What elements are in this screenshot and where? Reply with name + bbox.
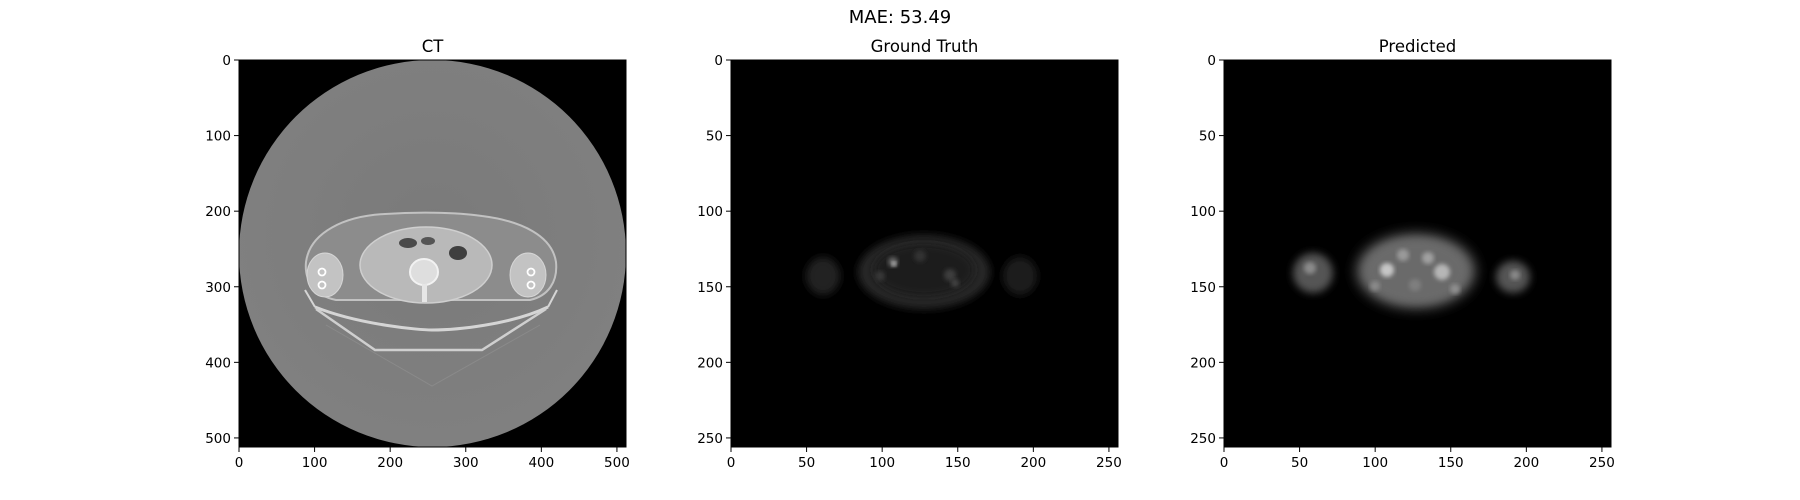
ground-truth-axes-frame: [730, 59, 1119, 448]
ground-truth-x-tick-label: 100: [869, 455, 895, 471]
ct-y-tick-label: 300: [205, 280, 231, 296]
predicted-y-tick-label: 50: [1199, 129, 1216, 145]
ground-truth-x-tick-label: 0: [727, 455, 736, 471]
ground-truth-y-tick-label: 100: [697, 204, 723, 220]
ground-truth-x-tick-label: 250: [1096, 455, 1122, 471]
ground-truth-y-tick-label: 50: [706, 129, 723, 145]
ct-y-tick-label: 0: [222, 53, 231, 69]
predicted-x-tick-label: 50: [1291, 455, 1308, 471]
ct-panel: CT: [205, 37, 630, 471]
ground-truth-x-tick-label: 150: [945, 455, 971, 471]
predicted-x-tick-label: 250: [1589, 455, 1615, 471]
ct-x-tick-label: 400: [528, 455, 554, 471]
ct-axes-frame: [238, 59, 627, 448]
predicted-y-tick-label: 150: [1190, 280, 1216, 296]
ground-truth-y-tick-label: 200: [697, 355, 723, 371]
predicted-x-tick-label: 0: [1220, 455, 1229, 471]
predicted-title: Predicted: [1379, 37, 1456, 56]
ct-gas-pocket: [399, 238, 417, 248]
ct-x-tick-label: 100: [302, 455, 328, 471]
ground-truth-y-tick-label: 0: [714, 53, 723, 69]
predicted-y-tick-label: 0: [1207, 53, 1216, 69]
ground-truth-x-tick-label: 200: [1020, 455, 1046, 471]
ct-vertebra: [409, 258, 439, 286]
ct-x-tick-label: 0: [235, 455, 244, 471]
predicted-x-tick-label: 100: [1362, 455, 1388, 471]
ct-title: CT: [422, 37, 445, 56]
predicted-x-tick-label: 150: [1438, 455, 1464, 471]
ct-image: [239, 60, 626, 447]
ct-table-frame: [315, 307, 547, 352]
predicted-image: [1224, 60, 1611, 447]
ground-truth-title: Ground Truth: [871, 37, 979, 56]
ct-y-tick-label: 400: [205, 355, 231, 371]
ground-truth-image: [731, 60, 1118, 447]
predicted-y-tick-label: 200: [1190, 355, 1216, 371]
ct-y-tick-label: 500: [205, 431, 231, 447]
ground-truth-y-tick-label: 250: [697, 431, 723, 447]
ct-x-tick-label: 200: [377, 455, 403, 471]
figure-suptitle: MAE: 53.49: [848, 7, 952, 28]
predicted-y-tick-label: 100: [1190, 204, 1216, 220]
ct-y-tick-label: 200: [205, 204, 231, 220]
ct-y-tick-label: 100: [205, 129, 231, 145]
ct-x-tick-label: 500: [604, 455, 630, 471]
ct-x-tick-label: 300: [453, 455, 479, 471]
predicted-axes-frame: [1223, 59, 1612, 448]
ground-truth-panel: Ground Truth 0 50 100 150 200 250050100150200…: [697, 37, 1122, 471]
ct-gas-pocket: [449, 246, 467, 260]
ground-truth-x-tick-label: 50: [798, 455, 815, 471]
ct-table: [314, 305, 549, 332]
predicted-y-tick-label: 250: [1190, 431, 1216, 447]
ct-gas-pocket: [421, 237, 435, 245]
ground-truth-y-tick-label: 150: [697, 280, 723, 296]
predicted-x-tick-label: 200: [1513, 455, 1539, 471]
ct-spinous-process: [422, 284, 427, 302]
